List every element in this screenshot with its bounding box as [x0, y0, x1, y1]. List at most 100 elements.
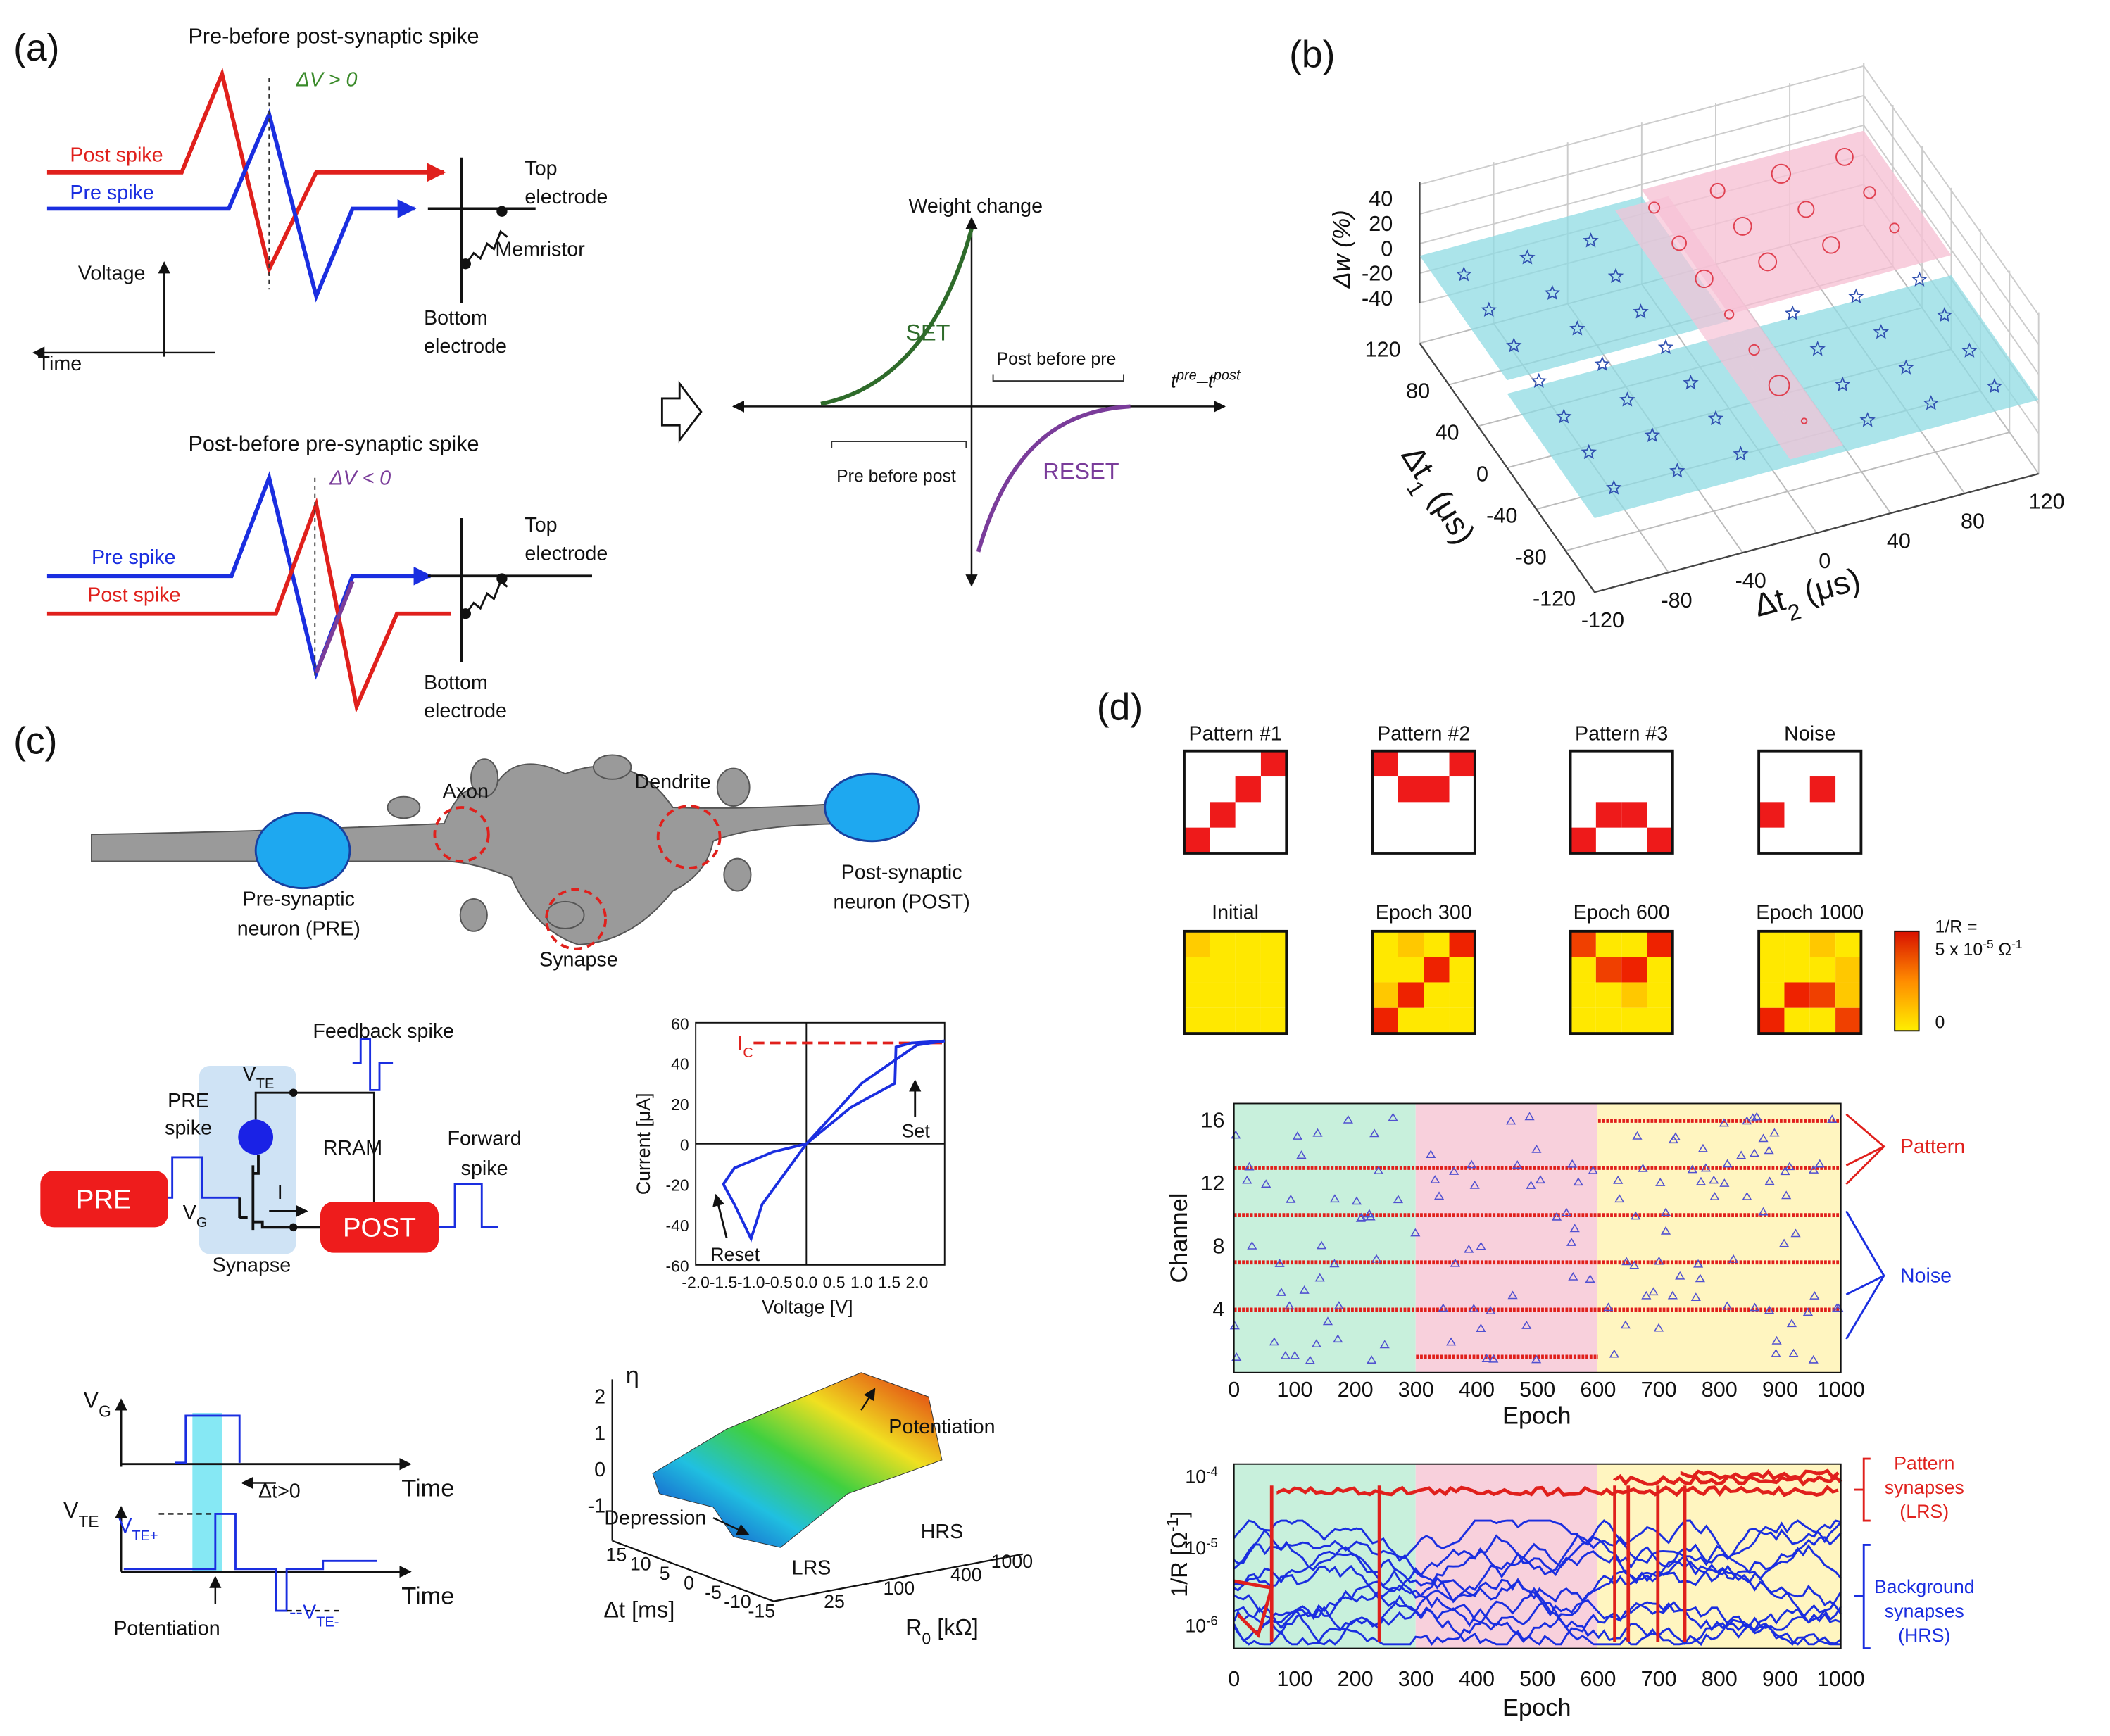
noise-spike — [1788, 1348, 1799, 1357]
symbol — [1961, 342, 1978, 358]
noise-spike — [1343, 1115, 1353, 1124]
pattern-trace — [1613, 1473, 1842, 1487]
noise-spike — [1476, 1241, 1486, 1250]
label-part: V — [84, 1387, 99, 1412]
label: 1000 — [1817, 1667, 1865, 1691]
noise-spike — [1247, 1240, 1257, 1250]
label: Potentiation — [888, 1416, 995, 1438]
noise-spike — [1697, 1143, 1709, 1152]
label-part: -5 — [1983, 937, 1993, 951]
heatmap-cell — [1784, 1007, 1810, 1034]
label: 1000 — [1817, 1378, 1865, 1402]
pattern-trace — [1233, 1579, 1274, 1639]
heatmap-cell — [1835, 957, 1861, 983]
pattern-frame — [1183, 749, 1288, 855]
heatmap-cell — [1809, 1007, 1836, 1034]
phase-bg — [1597, 1103, 1841, 1373]
noise-spike — [1244, 1162, 1255, 1171]
noise-spike — [1322, 1316, 1333, 1326]
noise-spike — [1614, 1194, 1625, 1203]
label-part: C — [743, 1045, 753, 1061]
symbol — [1986, 378, 2003, 394]
label: tpre–tpost — [1171, 368, 1241, 393]
label: SET — [905, 320, 950, 346]
noise-spike — [1809, 1291, 1820, 1300]
heatmap-cell — [1398, 931, 1424, 957]
eta-surface — [652, 1372, 943, 1548]
noise-spike — [1367, 1355, 1377, 1364]
label: 0 — [1228, 1378, 1240, 1402]
noise-spike — [1535, 1175, 1546, 1184]
symbol — [1923, 395, 1940, 410]
label-part: 10 — [1185, 1616, 1206, 1637]
symbol — [1859, 412, 1876, 427]
heatmap-cell — [1595, 982, 1622, 1008]
label: 100 — [883, 1578, 915, 1599]
noise-spike — [1719, 1178, 1730, 1187]
feedback-pulse — [352, 1038, 394, 1091]
brace — [1845, 1210, 1885, 1340]
label: spike — [165, 1117, 212, 1139]
noise-spike — [1568, 1272, 1578, 1281]
heatmap-cell — [1647, 957, 1673, 983]
label: Pre spike — [70, 182, 153, 204]
node — [289, 1223, 298, 1232]
label: Top — [525, 158, 557, 180]
label: -1.5 — [710, 1273, 738, 1291]
noise-spike — [1573, 1177, 1583, 1186]
label: electrode — [525, 186, 608, 208]
heatmap-cell — [1260, 1007, 1287, 1034]
label: Noise — [1900, 1265, 1952, 1288]
label: 900 — [1762, 1378, 1798, 1402]
label: I — [277, 1181, 283, 1204]
node — [460, 608, 471, 619]
gate-pulse — [175, 1414, 241, 1464]
panel-label: (d) — [1097, 687, 1143, 729]
noise-spike — [1771, 1335, 1782, 1345]
brace — [1854, 1457, 1871, 1522]
label: VTE — [63, 1497, 99, 1530]
label: 10 — [630, 1554, 651, 1575]
noise-spike — [1311, 1339, 1321, 1347]
heatmap-cell — [1809, 931, 1836, 957]
heatmap-cell — [1647, 982, 1673, 1008]
label-part: R — [905, 1614, 922, 1640]
heatmap-cell — [1647, 1007, 1673, 1034]
pattern-cell — [1183, 827, 1210, 853]
noise-spike — [1660, 1207, 1671, 1216]
pattern-cell — [1235, 776, 1261, 803]
pattern-cell — [1210, 802, 1236, 828]
label: 300 — [1398, 1378, 1434, 1402]
background-trace — [1233, 1544, 1842, 1592]
heatmap-cell — [1260, 957, 1287, 983]
label: 20 — [671, 1095, 689, 1114]
label: 2 — [594, 1386, 605, 1409]
pattern-cell — [1398, 776, 1424, 803]
label: Axon — [443, 781, 489, 803]
label-part: (μs) — [1792, 560, 1864, 612]
label: Pattern — [1894, 1452, 1954, 1473]
symbol — [1556, 408, 1572, 424]
noise-spike — [1481, 1354, 1492, 1362]
symbol — [1619, 391, 1635, 407]
diagram-title: Post-before pre-synaptic spike — [189, 432, 479, 455]
heatmap-cell — [1372, 957, 1398, 983]
label: Bottom — [424, 672, 488, 694]
label: 10-6 — [1185, 1613, 1217, 1637]
phase-bg — [1233, 1103, 1416, 1373]
noise-spike — [1709, 1192, 1720, 1200]
label: -20 — [665, 1176, 689, 1195]
label: 25 — [824, 1591, 845, 1612]
label: 12 — [1200, 1171, 1224, 1195]
label: -20 — [1362, 262, 1393, 286]
label: -40 — [1735, 569, 1766, 593]
heatmap-cell — [1835, 1007, 1861, 1034]
symbol — [1569, 320, 1585, 336]
heatmap-cell — [1398, 1007, 1424, 1034]
label-part: -1 — [1163, 1518, 1181, 1532]
label: Epoch 600 — [1574, 902, 1670, 924]
heatmap-cell — [1183, 957, 1210, 983]
neuron-body — [91, 763, 862, 945]
label: (LRS) — [1899, 1501, 1949, 1522]
label: 80 — [1406, 379, 1430, 403]
